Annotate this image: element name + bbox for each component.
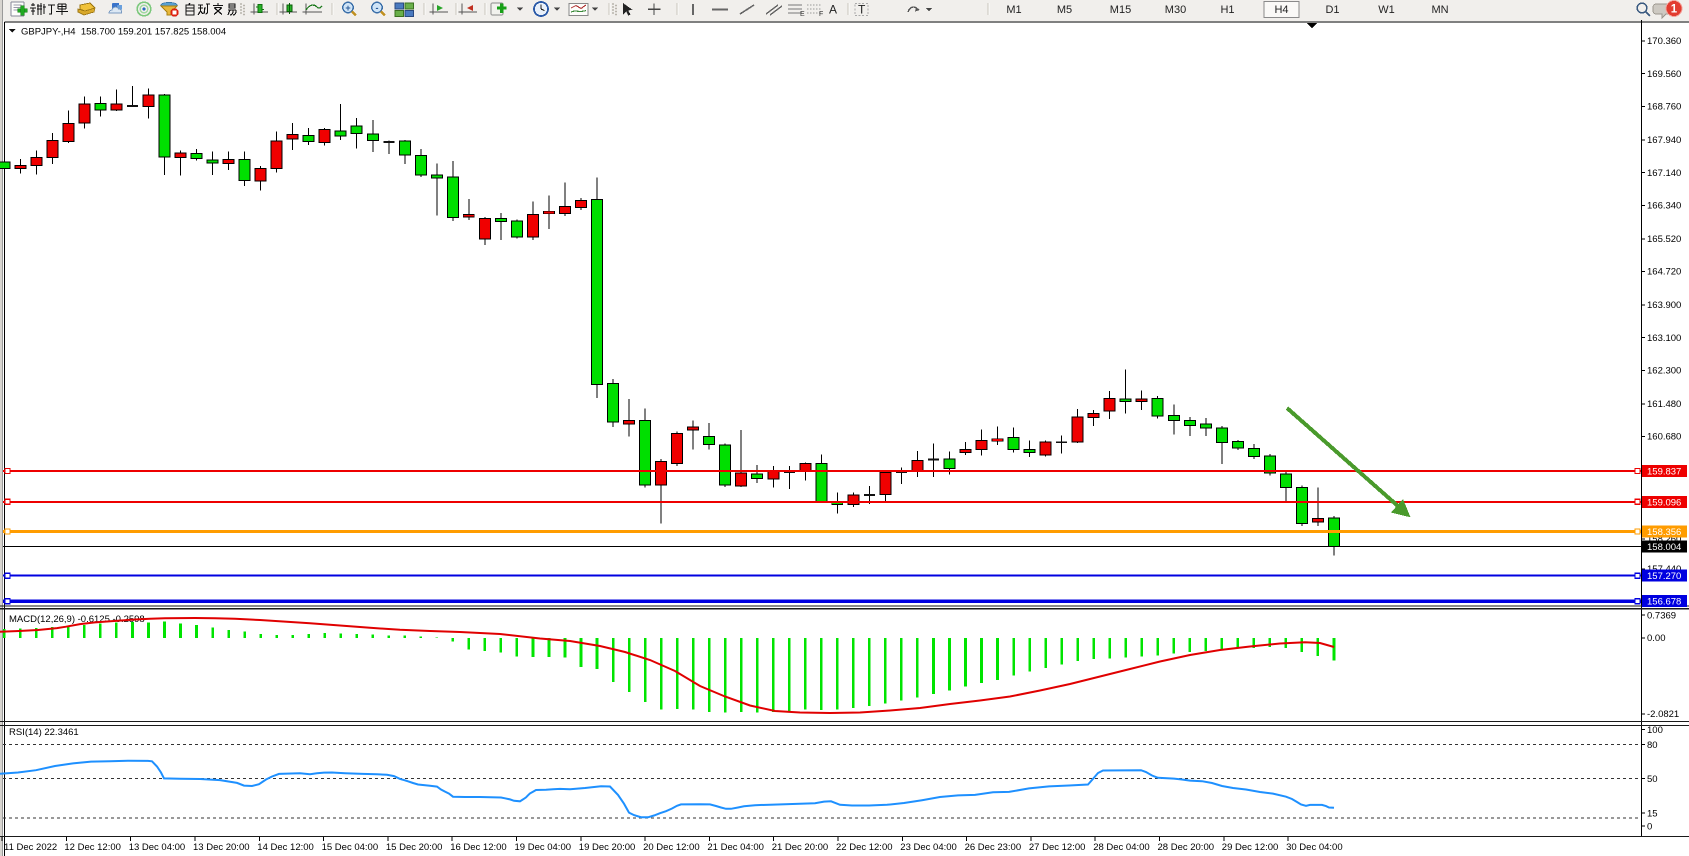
svg-text:15 Dec 04:00: 15 Dec 04:00 [322, 842, 379, 853]
svg-text:W1: W1 [1378, 4, 1395, 16]
svg-text:157.440: 157.440 [1647, 564, 1681, 575]
svg-text:GBPJPY-,H4 158.700 159.201 15: GBPJPY-,H4 158.700 159.201 157.825 158.0… [21, 27, 226, 38]
svg-text:161.480: 161.480 [1647, 399, 1681, 410]
svg-text:158.356: 158.356 [1647, 527, 1681, 538]
svg-text:163.900: 163.900 [1647, 300, 1681, 311]
svg-text:H4: H4 [1274, 4, 1288, 16]
svg-text:M5: M5 [1057, 4, 1072, 16]
svg-text:M30: M30 [1165, 4, 1186, 16]
svg-text:M1: M1 [1006, 4, 1021, 16]
svg-text:27 Dec 12:00: 27 Dec 12:00 [1029, 842, 1086, 853]
svg-text:158.004: 158.004 [1647, 542, 1681, 553]
svg-text:30 Dec 04:00: 30 Dec 04:00 [1286, 842, 1343, 853]
svg-text:0.00: 0.00 [1647, 633, 1666, 644]
svg-text:159.096: 159.096 [1647, 497, 1681, 508]
svg-text:168.760: 168.760 [1647, 102, 1681, 113]
svg-text:15: 15 [1647, 809, 1658, 820]
svg-text:19 Dec 04:00: 19 Dec 04:00 [515, 842, 572, 853]
svg-text:F: F [819, 11, 823, 18]
svg-text:13 Dec 04:00: 13 Dec 04:00 [129, 842, 186, 853]
svg-text:13 Dec 20:00: 13 Dec 20:00 [193, 842, 250, 853]
svg-text:167.940: 167.940 [1647, 135, 1681, 146]
svg-text:28 Dec 04:00: 28 Dec 04:00 [1093, 842, 1150, 853]
svg-text:M15: M15 [1110, 4, 1131, 16]
svg-text:21 Dec 20:00: 21 Dec 20:00 [772, 842, 829, 853]
svg-text:169.560: 169.560 [1647, 69, 1681, 80]
svg-text:T: T [858, 3, 866, 17]
svg-text:19 Dec 20:00: 19 Dec 20:00 [579, 842, 636, 853]
svg-text:160.680: 160.680 [1647, 432, 1681, 443]
svg-text:23 Dec 04:00: 23 Dec 04:00 [900, 842, 957, 853]
svg-text:D1: D1 [1325, 4, 1339, 16]
svg-text:159.837: 159.837 [1647, 467, 1681, 478]
svg-text:-2.0821: -2.0821 [1647, 709, 1679, 720]
svg-text:29 Dec 12:00: 29 Dec 12:00 [1222, 842, 1279, 853]
svg-text:20 Dec 12:00: 20 Dec 12:00 [643, 842, 700, 853]
svg-text:163.100: 163.100 [1647, 333, 1681, 344]
svg-text:0: 0 [1647, 822, 1652, 833]
svg-text:158.260: 158.260 [1647, 534, 1681, 545]
svg-text:H1: H1 [1220, 4, 1234, 16]
svg-text:170.360: 170.360 [1647, 36, 1681, 47]
svg-text:11 Dec 2022: 11 Dec 2022 [4, 842, 57, 853]
svg-text:50: 50 [1647, 774, 1658, 785]
svg-text:21 Dec 04:00: 21 Dec 04:00 [707, 842, 764, 853]
svg-text:162.300: 162.300 [1647, 366, 1681, 377]
svg-text:1: 1 [1671, 4, 1678, 16]
svg-text:167.140: 167.140 [1647, 168, 1681, 179]
svg-text:+: + [345, 3, 350, 13]
svg-text:A: A [829, 3, 837, 17]
svg-text:E: E [800, 11, 805, 18]
svg-text:MACD(12,26,9) -0.6125 -0.2598: MACD(12,26,9) -0.6125 -0.2598 [9, 614, 145, 625]
svg-text:RSI(14) 22.3461: RSI(14) 22.3461 [9, 727, 79, 738]
svg-text:12 Dec 12:00: 12 Dec 12:00 [64, 842, 121, 853]
svg-text:156.678: 156.678 [1647, 597, 1681, 608]
svg-text:164.720: 164.720 [1647, 267, 1681, 278]
svg-text:26 Dec 23:00: 26 Dec 23:00 [965, 842, 1022, 853]
svg-text:157.270: 157.270 [1647, 571, 1681, 582]
svg-text:16 Dec 12:00: 16 Dec 12:00 [450, 842, 507, 853]
svg-text:166.340: 166.340 [1647, 201, 1681, 212]
svg-text:80: 80 [1647, 740, 1658, 751]
svg-text:15 Dec 20:00: 15 Dec 20:00 [386, 842, 443, 853]
svg-text:0.7369: 0.7369 [1647, 611, 1676, 622]
svg-text:-: - [376, 3, 379, 13]
svg-text:14 Dec 12:00: 14 Dec 12:00 [257, 842, 314, 853]
svg-text:28 Dec 20:00: 28 Dec 20:00 [1158, 842, 1215, 853]
svg-text:22 Dec 12:00: 22 Dec 12:00 [836, 842, 893, 853]
svg-text:MN: MN [1431, 4, 1448, 16]
svg-text:100: 100 [1647, 725, 1663, 736]
svg-text:165.520: 165.520 [1647, 234, 1681, 245]
